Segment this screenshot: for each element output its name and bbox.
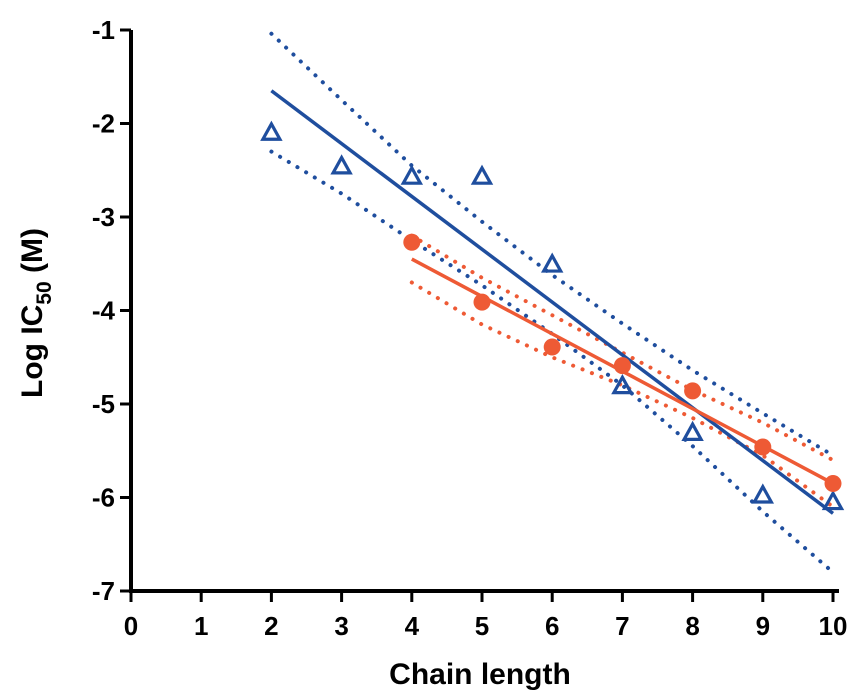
y-axis-title: Log IC50 (M) <box>16 228 56 398</box>
triangle-data-point <box>821 489 845 511</box>
y-tick-label: -7 <box>92 576 115 606</box>
x-tick-label: 6 <box>545 611 559 641</box>
circle-data-point <box>473 293 491 311</box>
y-tick-label: -1 <box>92 15 115 45</box>
y-axis-title-main: Log IC <box>16 305 49 398</box>
circle-data-point <box>684 382 702 400</box>
circle-data-point <box>543 338 561 356</box>
y-tick-label: -2 <box>92 109 115 139</box>
triangle-data-point <box>540 252 564 273</box>
data-points <box>260 120 845 511</box>
triangle-series-ci-upper-band <box>269 31 835 458</box>
x-tick-label: 9 <box>756 611 770 641</box>
circle-series-ci-upper-band <box>409 233 835 463</box>
triangle-data-point <box>611 374 634 395</box>
x-tick-label: 10 <box>819 611 848 641</box>
x-tick-label: 3 <box>334 611 348 641</box>
x-tick-label: 4 <box>405 611 420 641</box>
regression-lines <box>270 89 835 515</box>
axes: 0 1 2 3 4 5 6 7 8 9 10 -7 -6 -5 -4 -3 -2 -1 <box>92 15 848 641</box>
x-tick-label: 1 <box>194 611 208 641</box>
y-tick-label: -5 <box>92 389 115 419</box>
x-tick-label: 0 <box>124 611 138 641</box>
triangle-data-point <box>681 420 704 441</box>
triangle-data-point <box>260 120 283 141</box>
x-tick-label: 7 <box>615 611 629 641</box>
triangle-series-fit-line <box>270 89 835 515</box>
y-tick-label: -4 <box>92 296 116 326</box>
circle-data-point <box>403 233 421 251</box>
circle-data-point <box>613 357 631 375</box>
triangle-data-point <box>470 164 494 185</box>
x-tick-label: 2 <box>264 611 278 641</box>
triangle-data-point <box>751 483 775 504</box>
circle-data-point <box>754 438 772 456</box>
x-axis-title: Chain length <box>389 658 571 691</box>
circle-series-ci-lower-band <box>409 280 835 509</box>
y-axis-title-unit: (M) <box>16 228 49 281</box>
triangle-series-ci-lower-band <box>269 149 835 575</box>
y-axis-title-subscript: 50 <box>33 281 56 304</box>
y-tick-label: -6 <box>92 483 115 513</box>
x-tick-label: 8 <box>685 611 699 641</box>
x-tick-label: 5 <box>475 611 489 641</box>
triangle-data-point <box>330 154 353 175</box>
y-tick-label: -3 <box>92 202 115 232</box>
circle-data-point <box>824 474 842 492</box>
triangle-data-point <box>400 164 424 185</box>
